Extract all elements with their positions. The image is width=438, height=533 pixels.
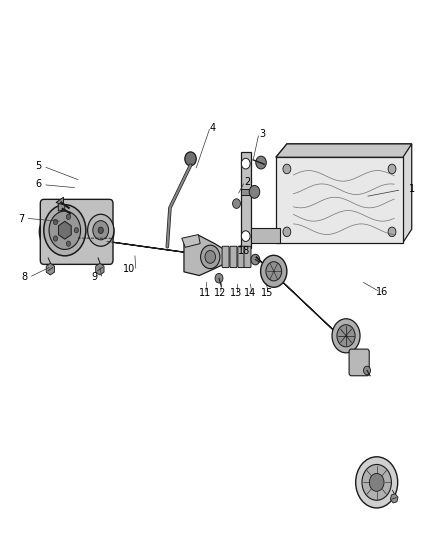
Text: 2: 2	[244, 177, 251, 187]
Text: 11: 11	[199, 288, 211, 298]
Circle shape	[256, 156, 266, 169]
Polygon shape	[251, 228, 280, 243]
FancyBboxPatch shape	[244, 246, 251, 268]
Polygon shape	[241, 189, 256, 195]
Circle shape	[337, 325, 355, 347]
Circle shape	[364, 366, 371, 375]
Text: 5: 5	[35, 161, 42, 171]
Polygon shape	[64, 236, 223, 257]
Text: 12: 12	[214, 288, 226, 298]
Circle shape	[283, 164, 291, 174]
Circle shape	[44, 205, 86, 256]
Text: 1: 1	[409, 184, 415, 194]
Polygon shape	[58, 221, 71, 239]
Text: 16: 16	[376, 287, 388, 297]
Ellipse shape	[39, 201, 114, 263]
Circle shape	[215, 273, 223, 283]
Circle shape	[88, 214, 114, 246]
Polygon shape	[46, 263, 55, 275]
Circle shape	[98, 227, 103, 233]
FancyBboxPatch shape	[230, 246, 237, 268]
Polygon shape	[276, 144, 412, 243]
Circle shape	[205, 251, 215, 263]
Polygon shape	[390, 494, 398, 503]
Circle shape	[251, 254, 260, 265]
Circle shape	[356, 457, 398, 508]
Circle shape	[369, 473, 384, 491]
Polygon shape	[276, 157, 403, 243]
Circle shape	[53, 219, 58, 224]
Text: 7: 7	[18, 214, 24, 223]
Circle shape	[362, 464, 392, 500]
Circle shape	[49, 211, 81, 249]
Polygon shape	[95, 263, 104, 275]
Circle shape	[241, 158, 250, 169]
Circle shape	[66, 214, 71, 220]
Circle shape	[74, 228, 78, 233]
Circle shape	[332, 319, 360, 353]
Circle shape	[261, 255, 287, 287]
Text: 14: 14	[244, 288, 257, 298]
FancyBboxPatch shape	[40, 199, 113, 264]
Circle shape	[185, 152, 196, 166]
FancyBboxPatch shape	[349, 349, 369, 376]
Polygon shape	[256, 257, 366, 361]
Text: 8: 8	[21, 272, 27, 282]
FancyBboxPatch shape	[222, 246, 229, 268]
Text: 9: 9	[91, 272, 97, 282]
Polygon shape	[182, 235, 200, 247]
Polygon shape	[58, 204, 65, 211]
Circle shape	[388, 164, 396, 174]
Circle shape	[201, 245, 220, 269]
Circle shape	[266, 262, 282, 281]
Circle shape	[249, 185, 260, 198]
Text: 18: 18	[238, 246, 251, 255]
Text: 13: 13	[230, 288, 242, 298]
Circle shape	[233, 199, 240, 208]
Circle shape	[241, 231, 250, 241]
Polygon shape	[241, 152, 251, 248]
Text: 15: 15	[261, 288, 273, 298]
Text: 3: 3	[259, 130, 265, 139]
Circle shape	[53, 236, 58, 241]
Circle shape	[283, 227, 291, 237]
FancyBboxPatch shape	[238, 246, 245, 268]
Text: 6: 6	[35, 179, 42, 189]
Text: 4: 4	[209, 123, 215, 133]
Text: 10: 10	[123, 264, 135, 274]
Polygon shape	[184, 236, 228, 276]
Circle shape	[93, 221, 109, 240]
Polygon shape	[56, 197, 64, 205]
Polygon shape	[276, 144, 412, 157]
Circle shape	[66, 241, 71, 246]
Circle shape	[388, 227, 396, 237]
